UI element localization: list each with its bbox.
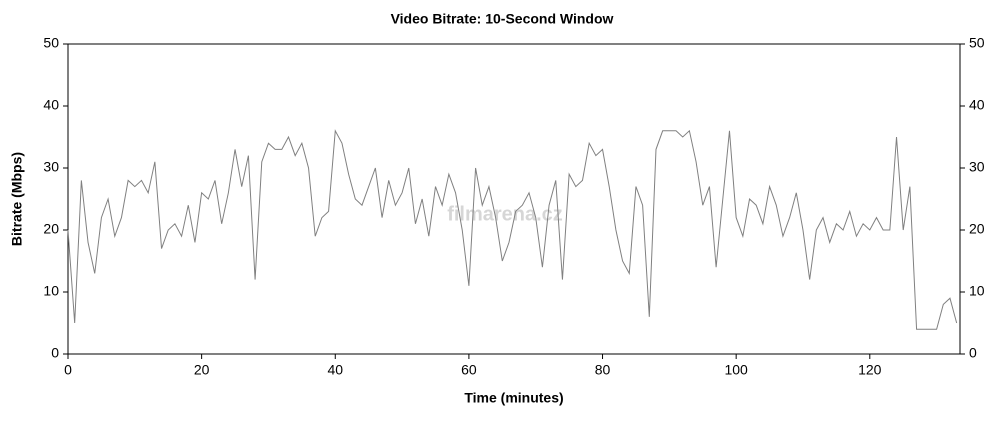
y2-tick-label: 40 [969,97,985,113]
data-line [67,129,958,330]
y-tick-label: 40 [43,97,59,113]
chart-title: Video Bitrate: 10-Second Window [391,11,614,27]
y2-tick-label: 0 [969,345,977,361]
x-tick-label: 100 [724,362,748,378]
y-tick-label: 30 [43,159,59,175]
y-tick-label: 50 [43,35,59,51]
x-tick-label: 20 [194,362,210,378]
x-tick-label: 80 [595,362,611,378]
x-tick-label: 40 [327,362,343,378]
y-axis-label: Bitrate (Mbps) [9,152,25,246]
y-tick-label: 20 [43,221,59,237]
y2-tick-label: 10 [969,283,985,299]
x-tick-label: 60 [461,362,477,378]
y-tick-label: 10 [43,283,59,299]
plot-frame [67,43,961,355]
x-tick-label: 0 [64,362,72,378]
x-axis-label: Time (minutes) [464,390,563,406]
y-tick-label: 0 [51,345,59,361]
y2-tick-label: 20 [969,221,985,237]
x-tick-label: 120 [858,362,882,378]
y2-tick-label: 50 [969,35,985,51]
y2-tick-label: 30 [969,159,985,175]
watermark: filmarena.cz [447,203,563,225]
